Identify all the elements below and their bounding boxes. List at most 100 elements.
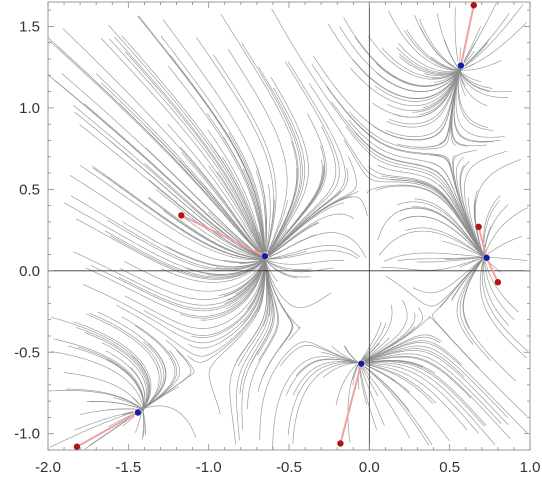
streamline	[352, 364, 359, 386]
streamline	[221, 156, 264, 254]
streamline	[344, 346, 358, 362]
streamline	[116, 259, 266, 357]
streamline	[156, 189, 262, 259]
streamline	[366, 363, 437, 404]
streamline	[361, 366, 379, 397]
streamline	[122, 415, 135, 427]
streamline	[83, 260, 266, 344]
streamline	[265, 259, 345, 265]
streamline	[464, 4, 524, 67]
streamline	[365, 362, 496, 446]
streamline	[109, 235, 265, 279]
trajectory-paths	[76, 5, 499, 448]
streamline	[191, 259, 266, 338]
streamline	[239, 259, 265, 264]
x-tick-label: -0.5	[276, 459, 302, 476]
streamline	[201, 260, 266, 321]
streamline	[311, 64, 484, 256]
streamline	[167, 65, 265, 252]
streamline	[92, 167, 263, 260]
streamline	[257, 260, 293, 392]
streamline	[188, 260, 266, 349]
streamline	[321, 351, 357, 363]
end-point	[457, 62, 465, 69]
streamline	[241, 259, 274, 430]
streamline	[268, 190, 342, 256]
streamline	[49, 40, 262, 255]
streamline	[360, 367, 385, 427]
streamline	[228, 132, 266, 253]
streamline	[124, 260, 265, 292]
streamline	[266, 199, 275, 252]
streamline	[365, 353, 502, 424]
streamline	[287, 361, 358, 436]
x-tick-label: 1.0	[520, 459, 541, 476]
streamline	[160, 259, 265, 283]
streamline	[265, 260, 298, 279]
streamline	[181, 215, 263, 259]
streamline	[207, 129, 265, 254]
streamline	[271, 8, 484, 256]
streamline	[100, 38, 263, 254]
streamline	[179, 160, 262, 255]
streamline	[458, 257, 483, 268]
streamline	[103, 173, 263, 260]
streamline	[463, 2, 497, 63]
streamline	[114, 36, 263, 252]
streamline	[73, 251, 265, 306]
streamline	[381, 175, 484, 257]
streamline	[363, 307, 423, 362]
streamline	[285, 359, 357, 396]
x-tick-label: -1.5	[115, 459, 141, 476]
streamline	[137, 15, 265, 252]
streamline	[267, 200, 289, 254]
streamline	[210, 143, 264, 253]
streamline	[162, 19, 267, 252]
streamline	[267, 250, 359, 260]
streamline	[57, 46, 262, 256]
streamline	[361, 322, 382, 361]
y-tick-label: 0.5	[19, 181, 40, 198]
x-tick-label: 0.5	[439, 459, 460, 476]
streamline	[262, 260, 269, 327]
streamline	[180, 147, 262, 255]
streamline	[292, 362, 357, 445]
streamline	[377, 207, 484, 256]
streamline	[259, 341, 357, 440]
streamline	[263, 202, 267, 252]
streamline	[239, 260, 272, 394]
streamline	[268, 165, 324, 256]
streamline	[429, 161, 484, 256]
streamline	[467, 197, 484, 256]
streamline	[268, 76, 309, 254]
streamline	[49, 411, 134, 448]
start-point	[337, 440, 344, 447]
streamline	[141, 408, 146, 436]
end-point	[358, 360, 365, 367]
streamline	[70, 195, 264, 270]
y-tick-label: 0.0	[19, 263, 40, 280]
y-tick-label: -1.0	[14, 426, 40, 443]
streamline	[106, 408, 136, 411]
streamline	[235, 261, 268, 363]
trajectory-path	[180, 214, 266, 258]
tick-labels: -2.0 -1.5 -1.0 -0.5 0.0 0.5 1.0 -1.0 -0.5 0.0 0.5 1…	[14, 18, 540, 476]
streamline	[444, 256, 484, 260]
streamline	[451, 258, 483, 300]
trajectory-path	[339, 363, 363, 444]
streamline	[364, 348, 465, 378]
streamline	[180, 260, 266, 319]
start-point	[494, 279, 502, 286]
streamline	[365, 364, 450, 441]
streamline	[459, 258, 491, 361]
streamline	[268, 156, 357, 256]
streamline	[227, 49, 288, 253]
streamline	[265, 259, 312, 270]
y-tick-label: -0.5	[14, 344, 40, 361]
trajectory-path	[485, 257, 499, 283]
streamline	[121, 411, 134, 416]
axes	[47, 1, 531, 451]
streamline	[69, 175, 263, 264]
streamline	[208, 165, 263, 255]
streamline	[454, 7, 459, 62]
